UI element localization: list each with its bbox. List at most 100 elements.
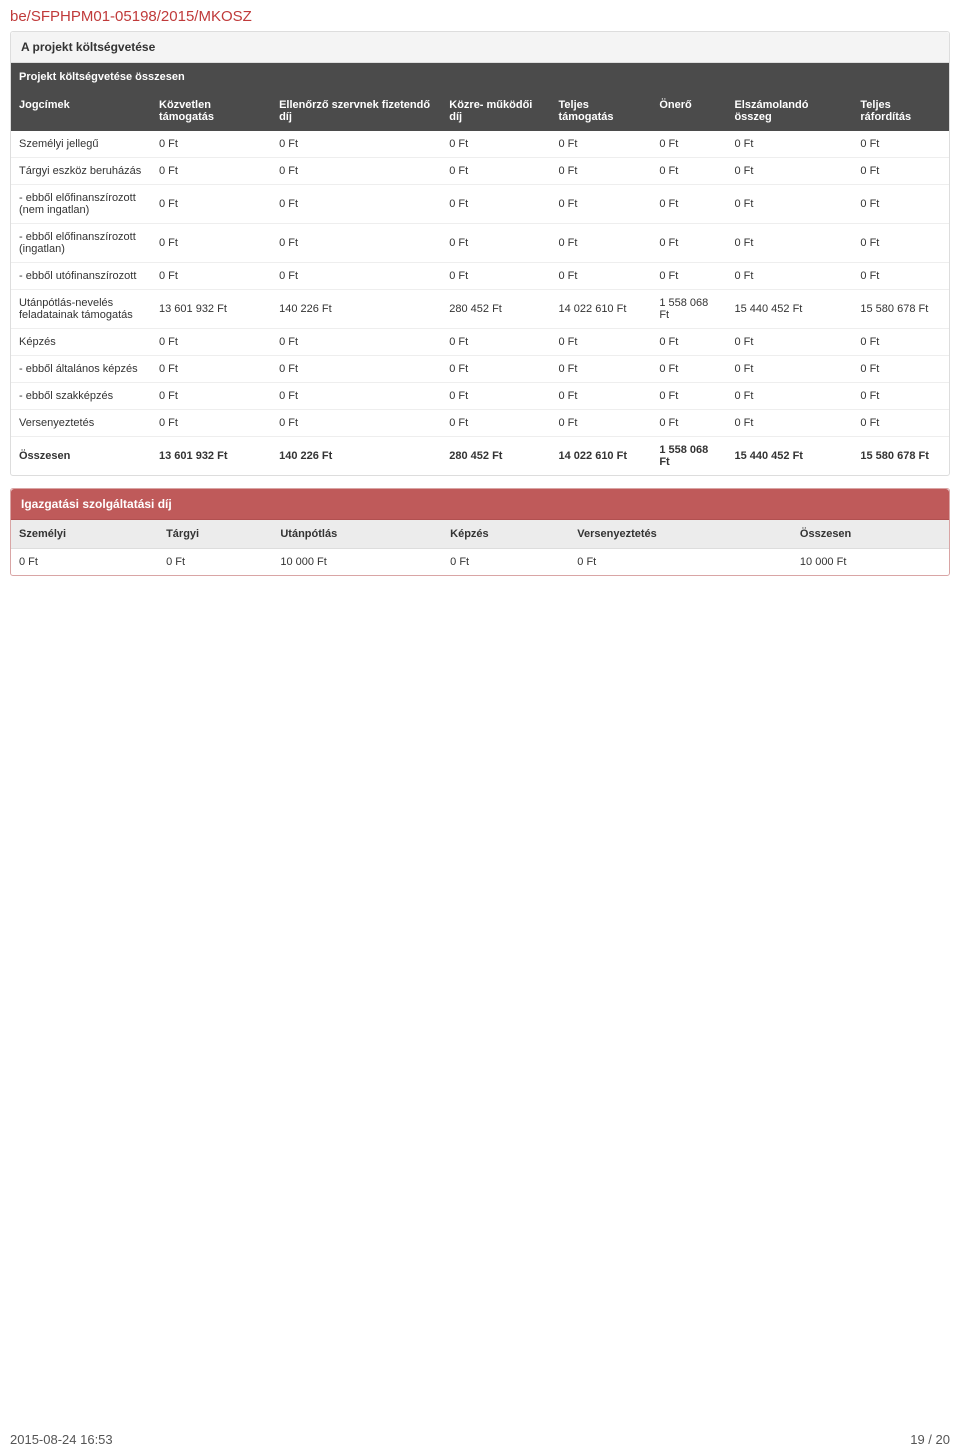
col-header: Elszámolandó összeg [726,91,852,131]
cell: 0 Ft [151,131,271,158]
cell: 1 558 068 Ft [651,437,726,476]
cell: 0 Ft [271,383,441,410]
table-row: - ebből előfinanszírozott (ingatlan)0 Ft… [11,224,949,263]
cell: 0 Ft [551,329,652,356]
cell: 0 Ft [151,224,271,263]
cell: 1 558 068 Ft [651,290,726,329]
col-header: Jogcímek [11,91,151,131]
cell: 0 Ft [726,158,852,185]
footer-timestamp: 2015-08-24 16:53 [10,1432,113,1447]
cell: 0 Ft [441,131,550,158]
footer-page-number: 19 / 20 [910,1432,950,1447]
cell: 0 Ft [852,224,949,263]
col-header: Önerő [651,91,726,131]
cell: 0 Ft [151,329,271,356]
cell: 10 000 Ft [272,549,442,576]
col-header: Teljes támogatás [551,91,652,131]
cell: 0 Ft [151,158,271,185]
cell: 0 Ft [726,329,852,356]
page-footer: 2015-08-24 16:53 19 / 20 [0,1426,960,1455]
table-row: - ebből előfinanszírozott (nem ingatlan)… [11,185,949,224]
cell: 0 Ft [651,263,726,290]
col-header: Ellenőrző szervnek fizetendő díj [271,91,441,131]
cell: 0 Ft [441,356,550,383]
cell: 10 000 Ft [792,549,949,576]
cell: 0 Ft [651,158,726,185]
cell: 0 Ft [852,383,949,410]
row-label: - ebből általános képzés [11,356,151,383]
row-label: Képzés [11,329,151,356]
cell: 0 Ft [441,383,550,410]
col-header: Teljes ráfordítás [852,91,949,131]
table-row: Személyi jellegű0 Ft0 Ft0 Ft0 Ft0 Ft0 Ft… [11,131,949,158]
cell: 0 Ft [551,224,652,263]
cell: 0 Ft [651,224,726,263]
cell: 0 Ft [551,383,652,410]
table-row: - ebből utófinanszírozott0 Ft0 Ft0 Ft0 F… [11,263,949,290]
cell: 15 440 452 Ft [726,437,852,476]
cell: 0 Ft [551,356,652,383]
col-header: Személyi [11,520,158,549]
cell: 0 Ft [852,158,949,185]
table-row: 0 Ft 0 Ft 10 000 Ft 0 Ft 0 Ft 10 000 Ft [11,549,949,576]
row-label: Személyi jellegű [11,131,151,158]
col-header: Közre- működői díj [441,91,550,131]
budget-section-header: Projekt költségvetése összesen [11,63,949,91]
cell: 0 Ft [441,410,550,437]
cell: 0 Ft [726,410,852,437]
cell: 0 Ft [271,185,441,224]
cell: 0 Ft [726,263,852,290]
cell: 0 Ft [551,131,652,158]
cell: 0 Ft [158,549,272,576]
cell: 0 Ft [651,185,726,224]
cell: 0 Ft [651,383,726,410]
row-label: Utánpótlás-nevelés feladatainak támogatá… [11,290,151,329]
budget-table: Projekt költségvetése összesen Jogcímek … [11,63,949,475]
cell: 0 Ft [441,185,550,224]
cell: 280 452 Ft [441,437,550,476]
row-label: - ebből utófinanszírozott [11,263,151,290]
cell: 0 Ft [852,356,949,383]
cell: 0 Ft [151,410,271,437]
cell: 140 226 Ft [271,290,441,329]
cell: 0 Ft [151,185,271,224]
table-row: Versenyeztetés0 Ft0 Ft0 Ft0 Ft0 Ft0 Ft0 … [11,410,949,437]
cell: 0 Ft [726,185,852,224]
row-label: Összesen [11,437,151,476]
admin-fee-table: Személyi Tárgyi Utánpótlás Képzés Versen… [11,520,949,575]
cell: 0 Ft [852,410,949,437]
cell: 13 601 932 Ft [151,437,271,476]
table-row: - ebből szakképzés0 Ft0 Ft0 Ft0 Ft0 Ft0 … [11,383,949,410]
budget-panel-title: A projekt költségvetése [11,32,949,63]
cell: 0 Ft [441,224,550,263]
cell: 0 Ft [852,185,949,224]
col-header: Összesen [792,520,949,549]
cell: 14 022 610 Ft [551,290,652,329]
budget-panel: A projekt költségvetése Projekt költségv… [10,31,950,476]
cell: 0 Ft [551,158,652,185]
cell: 0 Ft [726,224,852,263]
col-header: Utánpótlás [272,520,442,549]
cell: 15 440 452 Ft [726,290,852,329]
cell: 0 Ft [271,410,441,437]
cell: 0 Ft [11,549,158,576]
row-label: - ebből előfinanszírozott (nem ingatlan) [11,185,151,224]
cell: 0 Ft [852,263,949,290]
cell: 0 Ft [852,131,949,158]
cell: 0 Ft [569,549,792,576]
row-label: Tárgyi eszköz beruházás [11,158,151,185]
cell: 0 Ft [551,410,652,437]
table-row: Képzés0 Ft0 Ft0 Ft0 Ft0 Ft0 Ft0 Ft [11,329,949,356]
cell: 0 Ft [151,383,271,410]
cell: 0 Ft [151,263,271,290]
cell: 0 Ft [726,131,852,158]
cell: 0 Ft [726,383,852,410]
cell: 0 Ft [271,356,441,383]
cell: 15 580 678 Ft [852,437,949,476]
cell: 0 Ft [271,263,441,290]
cell: 0 Ft [271,224,441,263]
cell: 0 Ft [271,131,441,158]
page-id: be/SFPHPM01-05198/2015/MKOSZ [0,0,960,31]
cell: 0 Ft [151,356,271,383]
cell: 0 Ft [271,158,441,185]
